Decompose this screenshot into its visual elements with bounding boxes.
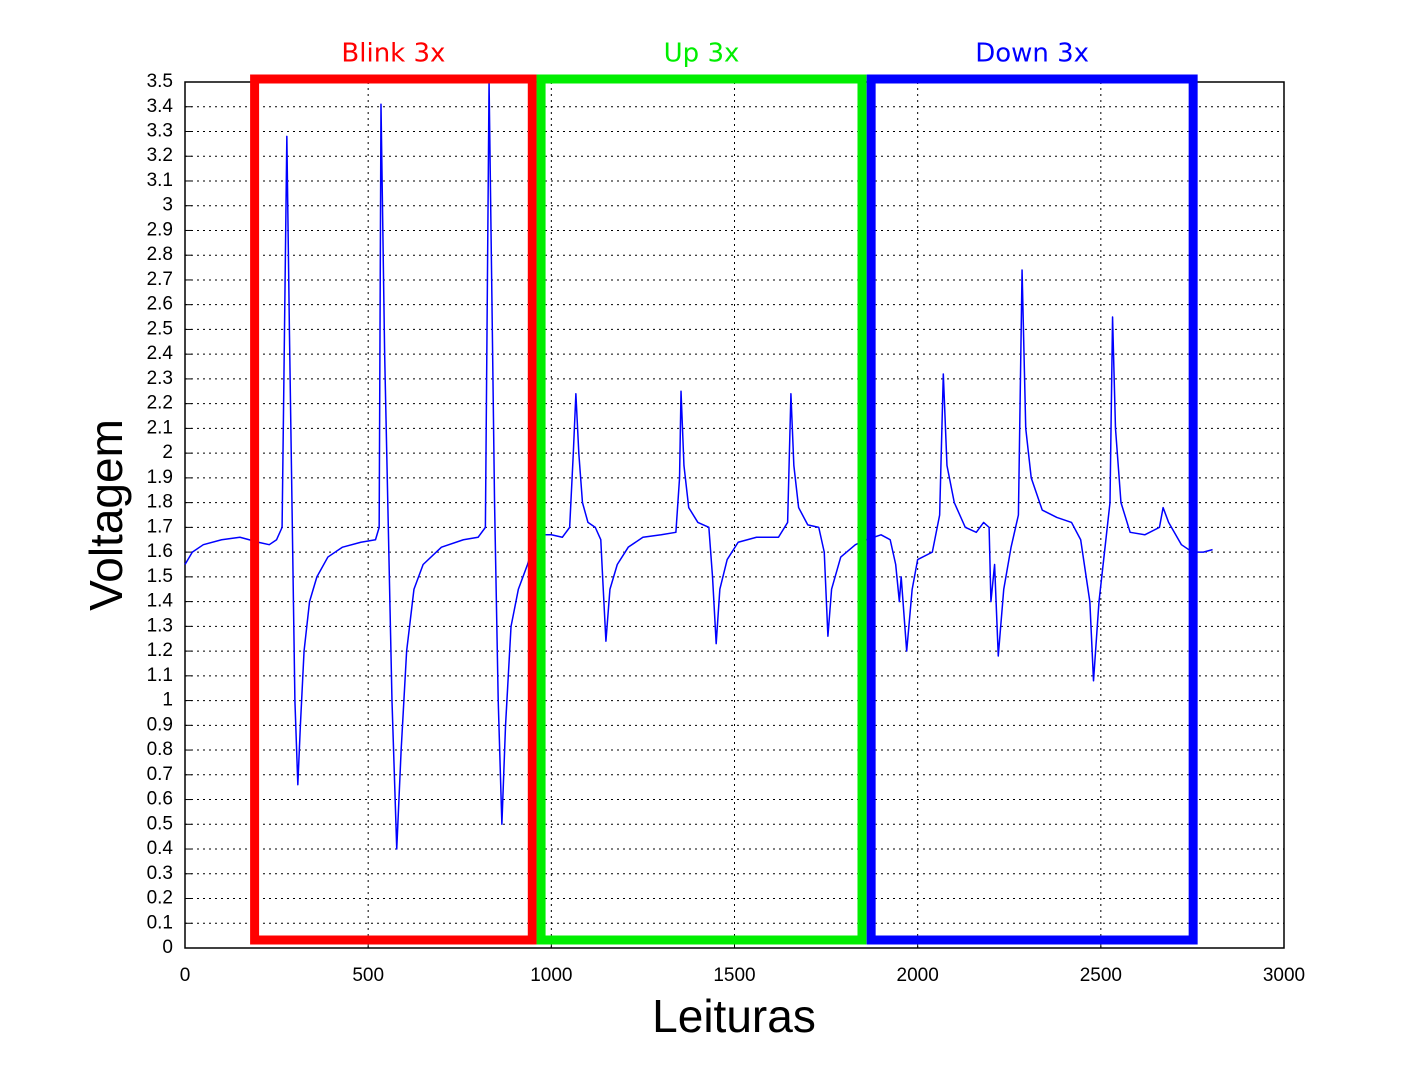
y-axis-label: Voltagem xyxy=(80,419,132,611)
x-axis-label: Leituras xyxy=(652,990,816,1042)
x-tick-label: 1500 xyxy=(713,965,755,986)
y-tick-label: 3.2 xyxy=(147,145,173,166)
y-tick-label: 0 xyxy=(162,937,173,958)
y-tick-label: 0.5 xyxy=(147,813,173,834)
x-tick-label: 2000 xyxy=(897,965,939,986)
y-tick-label: 1.3 xyxy=(147,615,173,636)
region-box xyxy=(866,74,1198,945)
y-tick-label: 3.5 xyxy=(147,71,173,92)
y-tick-label: 3.1 xyxy=(147,170,173,191)
region-label: Up 3x xyxy=(664,39,740,69)
y-tick-label: 2.1 xyxy=(147,417,173,438)
y-tick-label: 1.5 xyxy=(147,566,173,587)
y-tick-label: 2.5 xyxy=(147,318,173,339)
y-tick-label: 2 xyxy=(162,442,173,463)
x-tick-label: 3000 xyxy=(1263,965,1305,986)
y-tick-label: 3 xyxy=(162,195,173,216)
y-tick-label: 2.4 xyxy=(147,343,174,364)
y-tick-label: 3.3 xyxy=(147,121,173,142)
y-tick-label: 1.4 xyxy=(147,591,174,612)
y-tick-label: 1.6 xyxy=(147,541,173,562)
y-tick-label: 2.3 xyxy=(147,368,173,389)
y-tick-label: 0.9 xyxy=(147,714,173,735)
y-tick-label: 2.2 xyxy=(147,393,173,414)
region-label: Down 3x xyxy=(975,39,1089,69)
y-tick-label: 2.9 xyxy=(147,219,173,240)
y-tick-label: 0.3 xyxy=(147,863,173,884)
y-tick-label: 1.8 xyxy=(147,492,173,513)
region-box xyxy=(250,74,537,945)
x-tick-label: 0 xyxy=(180,965,191,986)
x-tick-label: 2500 xyxy=(1080,965,1122,986)
x-tick-label: 500 xyxy=(352,965,384,986)
y-tick-label: 1.7 xyxy=(147,516,173,537)
y-tick-label: 1.9 xyxy=(147,467,173,488)
y-tick-label: 0.7 xyxy=(147,764,173,785)
y-tick-label: 0.8 xyxy=(147,739,173,760)
y-tick-label: 0.6 xyxy=(147,789,173,810)
y-tick-label: 2.8 xyxy=(147,244,173,265)
signal-line xyxy=(184,81,1213,850)
y-tick-label: 2.6 xyxy=(147,294,173,315)
y-tick-label: 1.2 xyxy=(147,640,173,661)
y-tick-label: 0.2 xyxy=(147,888,173,909)
y-tick-label: 0.1 xyxy=(147,912,173,933)
y-tick-label: 3.4 xyxy=(147,96,174,117)
y-tick-label: 0.4 xyxy=(147,838,174,859)
x-tick-label: 1000 xyxy=(530,965,572,986)
y-tick-label: 2.7 xyxy=(147,269,173,290)
y-tick-label: 1 xyxy=(162,690,173,711)
region-box xyxy=(536,74,867,945)
y-tick-label: 1.1 xyxy=(147,665,173,686)
region-label: Blink 3x xyxy=(341,39,445,69)
